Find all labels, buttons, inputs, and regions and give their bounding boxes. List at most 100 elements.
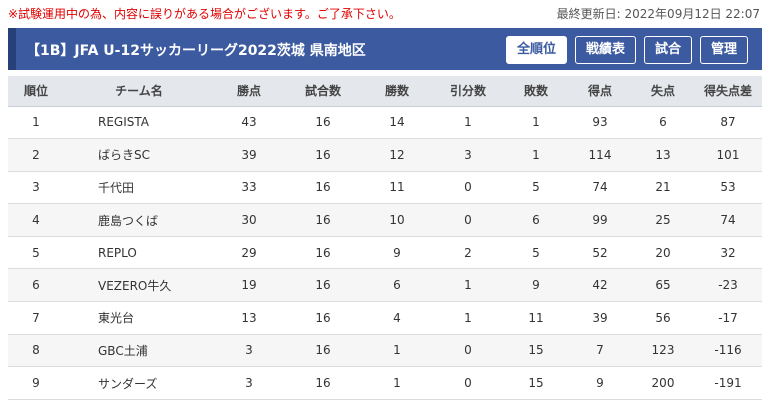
top-bar: ※試験運用中の為、内容に誤りがある場合がございます。ご了承下さい。 最終更新日:… <box>0 0 770 26</box>
column-header-losses: 敗数 <box>504 76 568 107</box>
cell-played: 16 <box>284 203 362 237</box>
cell-wins: 14 <box>362 106 432 140</box>
cell-rank: 5 <box>8 236 64 270</box>
view-buttons: 全順位 戦績表 試合 管理 <box>505 36 748 64</box>
cell-goal-difference: 32 <box>694 236 762 270</box>
table-row: 4 鹿島つくば 30 16 10 0 6 99 25 74 <box>8 203 762 237</box>
cell-wins: 9 <box>362 236 432 270</box>
cell-losses: 11 <box>504 301 568 335</box>
matches-button[interactable]: 試合 <box>643 36 692 64</box>
cell-wins: 12 <box>362 138 432 172</box>
table-header-row: 順位 チーム名 勝点 試合数 勝数 引分数 敗数 得点 失点 得失点差 <box>8 76 762 107</box>
cell-losses: 15 <box>504 366 568 400</box>
cell-rank: 6 <box>8 268 64 303</box>
cell-goals-against: 20 <box>632 236 694 270</box>
table-row: 9 サンダーズ 3 16 1 0 15 9 200 -191 <box>8 366 762 400</box>
cell-goals-for: 39 <box>568 301 632 335</box>
all-rankings-button[interactable]: 全順位 <box>505 36 567 64</box>
cell-wins: 11 <box>362 171 432 205</box>
cell-goals-against: 65 <box>632 268 694 303</box>
results-table-button[interactable]: 戦績表 <box>574 36 636 64</box>
cell-wins: 6 <box>362 268 432 303</box>
cell-draws: 1 <box>432 106 504 140</box>
table-row: 2 ばらきSC 39 16 12 3 1 114 13 101 <box>8 138 762 172</box>
admin-button[interactable]: 管理 <box>699 36 748 64</box>
table-row: 8 GBC土浦 3 16 1 0 15 7 123 -116 <box>8 334 762 368</box>
cell-wins: 4 <box>362 301 432 335</box>
cell-points: 3 <box>214 334 284 368</box>
cell-points: 29 <box>214 236 284 270</box>
cell-draws: 3 <box>432 138 504 172</box>
cell-goals-for: 42 <box>568 268 632 303</box>
cell-draws: 0 <box>432 203 504 237</box>
cell-losses: 1 <box>504 106 568 140</box>
cell-goals-for: 52 <box>568 236 632 270</box>
cell-goal-difference: 101 <box>694 138 762 172</box>
cell-goal-difference: 74 <box>694 203 762 237</box>
cell-losses: 5 <box>504 236 568 270</box>
cell-played: 16 <box>284 268 362 303</box>
cell-played: 16 <box>284 236 362 270</box>
cell-played: 16 <box>284 138 362 172</box>
cell-goals-against: 56 <box>632 301 694 335</box>
cell-goal-difference: 87 <box>694 106 762 140</box>
cell-goals-against: 25 <box>632 203 694 237</box>
cell-goals-against: 200 <box>632 366 694 400</box>
cell-rank: 8 <box>8 334 64 368</box>
table-body: 1 REGISTA 43 16 14 1 1 93 6 87 2 ばらきSC 39 16 12 3 1 114 13… <box>8 106 762 400</box>
cell-losses: 1 <box>504 138 568 172</box>
cell-goals-against: 13 <box>632 138 694 172</box>
cell-points: 39 <box>214 138 284 172</box>
cell-played: 16 <box>284 334 362 368</box>
table-row: 5 REPLO 29 16 9 2 5 52 20 32 <box>8 236 762 270</box>
column-header-wins: 勝数 <box>362 76 432 107</box>
column-header-rank: 順位 <box>8 76 64 107</box>
cell-rank: 4 <box>8 203 64 237</box>
cell-draws: 0 <box>432 366 504 400</box>
column-header-draws: 引分数 <box>432 76 504 107</box>
table-row: 3 千代田 33 16 11 0 5 74 21 53 <box>8 171 762 205</box>
column-header-points: 勝点 <box>214 76 284 107</box>
column-header-goals-for: 得点 <box>568 76 632 107</box>
cell-rank: 3 <box>8 171 64 205</box>
cell-rank: 2 <box>8 138 64 172</box>
cell-played: 16 <box>284 366 362 400</box>
cell-goal-difference: -23 <box>694 268 762 303</box>
cell-team-name: サンダーズ <box>64 366 214 400</box>
cell-draws: 0 <box>432 171 504 205</box>
table-row: 1 REGISTA 43 16 14 1 1 93 6 87 <box>8 106 762 140</box>
cell-goal-difference: -116 <box>694 334 762 368</box>
trial-notice: ※試験運用中の為、内容に誤りがある場合がございます。ご了承下さい。 <box>8 7 401 21</box>
column-header-played: 試合数 <box>284 76 362 107</box>
cell-wins: 1 <box>362 366 432 400</box>
cell-goals-against: 6 <box>632 106 694 140</box>
cell-played: 16 <box>284 301 362 335</box>
column-header-goals-against: 失点 <box>632 76 694 107</box>
cell-goals-for: 74 <box>568 171 632 205</box>
cell-team-name: 千代田 <box>64 171 214 205</box>
cell-points: 30 <box>214 203 284 237</box>
cell-goal-difference: -17 <box>694 301 762 335</box>
cell-goals-against: 123 <box>632 334 694 368</box>
cell-team-name: REPLO <box>64 236 214 270</box>
standings-table: 順位 チーム名 勝点 試合数 勝数 引分数 敗数 得点 失点 得失点差 1 REGISTA 43 16 1… <box>8 76 762 400</box>
cell-points: 3 <box>214 366 284 400</box>
cell-wins: 10 <box>362 203 432 237</box>
cell-draws: 0 <box>432 334 504 368</box>
table-row: 7 東光台 13 16 4 1 11 39 56 -17 <box>8 301 762 335</box>
cell-rank: 7 <box>8 301 64 335</box>
cell-wins: 1 <box>362 334 432 368</box>
cell-goal-difference: 53 <box>694 171 762 205</box>
cell-points: 43 <box>214 106 284 140</box>
cell-team-name: GBC土浦 <box>64 334 214 368</box>
cell-played: 16 <box>284 106 362 140</box>
cell-losses: 5 <box>504 171 568 205</box>
league-header: 【1B】JFA U-12サッカーリーグ2022茨城 県南地区 全順位 戦績表 試… <box>8 28 762 70</box>
table-row: 6 VEZERO牛久 19 16 6 1 9 42 65 -23 <box>8 268 762 303</box>
cell-draws: 1 <box>432 301 504 335</box>
cell-team-name: ばらきSC <box>64 138 214 172</box>
cell-team-name: VEZERO牛久 <box>64 268 214 303</box>
cell-points: 33 <box>214 171 284 205</box>
cell-losses: 6 <box>504 203 568 237</box>
cell-points: 19 <box>214 268 284 303</box>
